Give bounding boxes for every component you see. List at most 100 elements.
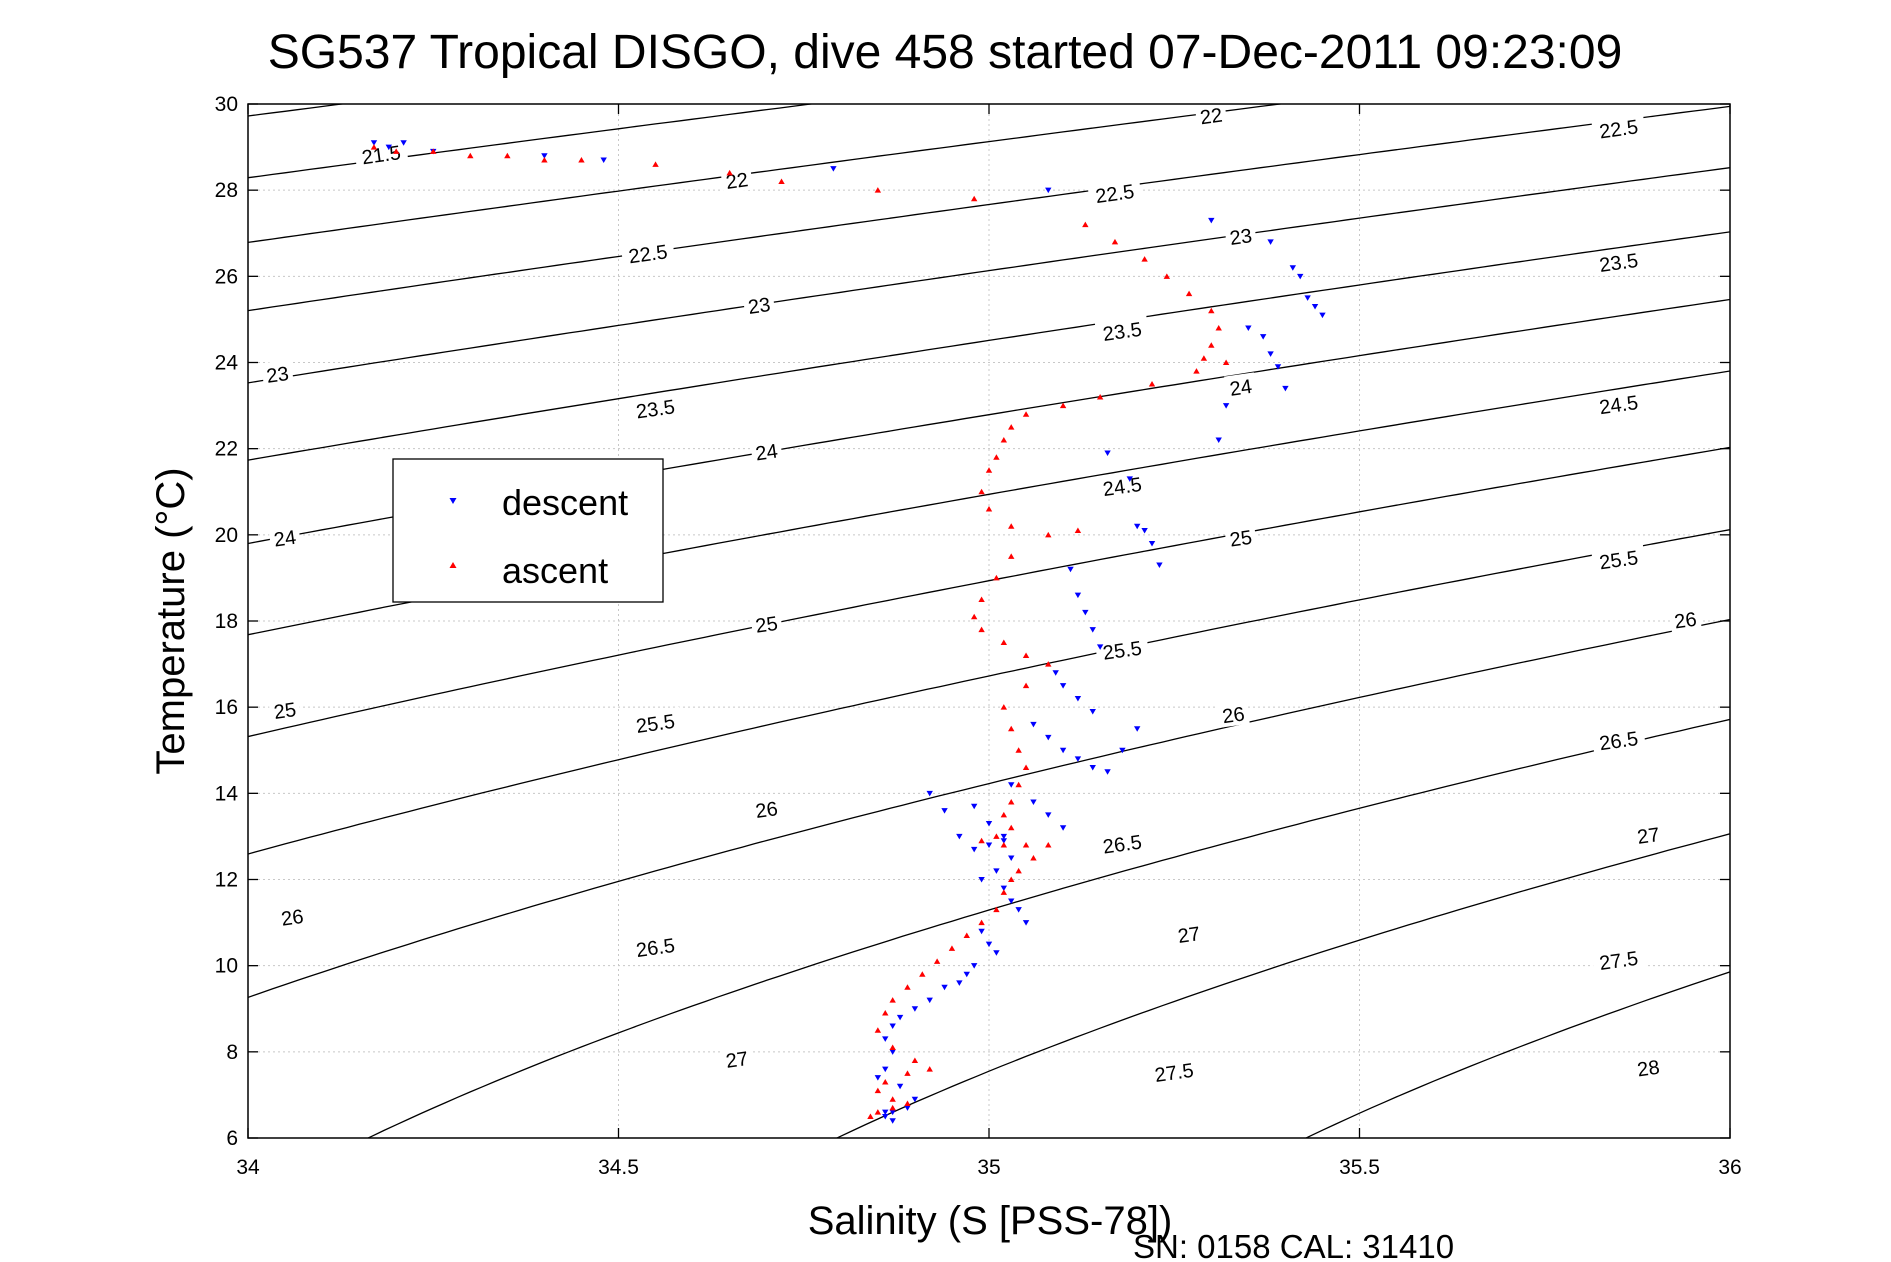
ascent-point xyxy=(993,574,1000,581)
ascent-point xyxy=(978,596,985,602)
ascent-point xyxy=(1000,639,1008,646)
ascent-series xyxy=(370,144,1230,1119)
descent-point xyxy=(1000,885,1008,892)
x-tick-label: 36 xyxy=(1718,1156,1741,1179)
contour-label-text: 22 xyxy=(1199,104,1224,129)
descent-point xyxy=(985,842,993,849)
ascent-point xyxy=(1082,221,1089,228)
y-tick-label: 26 xyxy=(215,265,238,288)
contour-label-bg xyxy=(1087,176,1143,208)
descent-point xyxy=(882,1036,889,1042)
ascent-point xyxy=(578,157,585,163)
descent-point xyxy=(1082,609,1089,616)
descent-point xyxy=(1222,403,1230,409)
contour-label-bg xyxy=(1224,523,1258,552)
isopycnal-line xyxy=(248,104,816,179)
ascent-point xyxy=(778,178,785,185)
y-tick-label: 24 xyxy=(215,352,239,375)
contour-label: 25.5 xyxy=(1094,633,1150,665)
contour-label-bg xyxy=(268,523,302,552)
ascent-point xyxy=(993,454,1000,460)
descent-point xyxy=(1304,295,1311,301)
contour-label: 26 xyxy=(749,794,783,823)
ascent-point xyxy=(889,1044,896,1051)
chart-title: SG537 Tropical DISGO, dive 458 started 0… xyxy=(268,26,1623,79)
serial-cal-footer: SN: 0158 CAL: 31410 xyxy=(1133,1228,1454,1262)
descent-point xyxy=(1126,476,1133,482)
descent-point xyxy=(911,1096,919,1103)
ascent-point xyxy=(926,1066,933,1072)
ascent-point xyxy=(1000,842,1008,848)
contour-label-text: 26.5 xyxy=(1598,728,1640,755)
ascent-point xyxy=(1000,704,1008,710)
descent-point xyxy=(1089,627,1096,633)
descent-point xyxy=(1208,217,1215,224)
ascent-point xyxy=(1022,842,1030,848)
contour-label-text: 21.5 xyxy=(361,142,403,169)
contour-label: 26 xyxy=(1216,699,1250,728)
contour-label: 26 xyxy=(1668,605,1702,633)
ascent-point xyxy=(1193,368,1200,374)
contour-label-bg xyxy=(627,930,683,962)
contour-label-bg xyxy=(275,902,309,931)
descent-point xyxy=(1104,769,1111,775)
y-tick-label: 8 xyxy=(226,1041,238,1064)
descent-point xyxy=(1319,312,1326,319)
descent-point xyxy=(1074,592,1082,599)
ascent-point xyxy=(985,505,993,512)
descent-point xyxy=(1096,644,1104,650)
ascent-point xyxy=(393,148,400,154)
descent-point xyxy=(1059,825,1067,831)
contour-label-text: 23 xyxy=(747,294,772,319)
ascent-point xyxy=(978,626,985,633)
ascent-point xyxy=(1008,876,1015,882)
descent-point xyxy=(1289,265,1297,271)
descent-point xyxy=(1045,812,1052,818)
y-tick-label: 14 xyxy=(215,782,239,805)
ascent-point xyxy=(541,157,548,163)
descent-point xyxy=(874,1075,882,1081)
legend-box xyxy=(392,458,664,603)
descent-point xyxy=(985,820,993,827)
legend-ascent-label: ascent xyxy=(502,550,608,591)
ascent-point xyxy=(889,1104,896,1111)
descent-point xyxy=(963,971,970,978)
contour-label-bg xyxy=(1172,919,1206,948)
contour-label-text: 22.5 xyxy=(1094,181,1136,208)
descent-point xyxy=(1274,364,1282,370)
contour-label-text: 24 xyxy=(273,527,298,552)
contour-label-text: 25.5 xyxy=(635,711,677,738)
isopycnal-line xyxy=(1304,971,1730,1138)
contour-label: 23.5 xyxy=(627,392,683,423)
legend-descent-marker xyxy=(449,498,457,504)
contour-label-bg xyxy=(353,138,409,170)
contour-label: 24 xyxy=(749,437,783,465)
ascent-point xyxy=(904,984,911,990)
contour-label-text: 27.5 xyxy=(1598,948,1640,975)
ascent-point xyxy=(919,971,926,977)
ascent-point xyxy=(904,1070,911,1076)
contour-label: 23 xyxy=(1224,221,1258,250)
descent-point xyxy=(985,941,993,948)
ascent-point xyxy=(1045,661,1052,667)
contour-label-bg xyxy=(1094,469,1150,501)
ascent-point xyxy=(933,958,941,964)
descent-point xyxy=(926,997,933,1004)
contour-label-bg xyxy=(1668,605,1702,633)
descent-point xyxy=(600,157,607,164)
contour-label: 22 xyxy=(720,165,754,194)
contour-label-bg xyxy=(1631,820,1665,849)
contour-label-text: 22.5 xyxy=(1598,116,1640,143)
contour-label-bg xyxy=(1224,372,1258,401)
descent-point xyxy=(1067,566,1074,573)
ascent-point xyxy=(1111,238,1119,245)
ascent-point xyxy=(993,833,1000,839)
ascent-point xyxy=(1022,652,1030,658)
contour-label: 26.5 xyxy=(1591,724,1646,755)
ascent-point xyxy=(1185,290,1193,297)
contour-label: 25.5 xyxy=(627,706,683,738)
contour-label-bg xyxy=(1216,699,1250,728)
contour-label: 24.5 xyxy=(1591,388,1646,419)
contour-label-bg xyxy=(749,609,783,638)
y-tick-label: 10 xyxy=(215,955,238,978)
